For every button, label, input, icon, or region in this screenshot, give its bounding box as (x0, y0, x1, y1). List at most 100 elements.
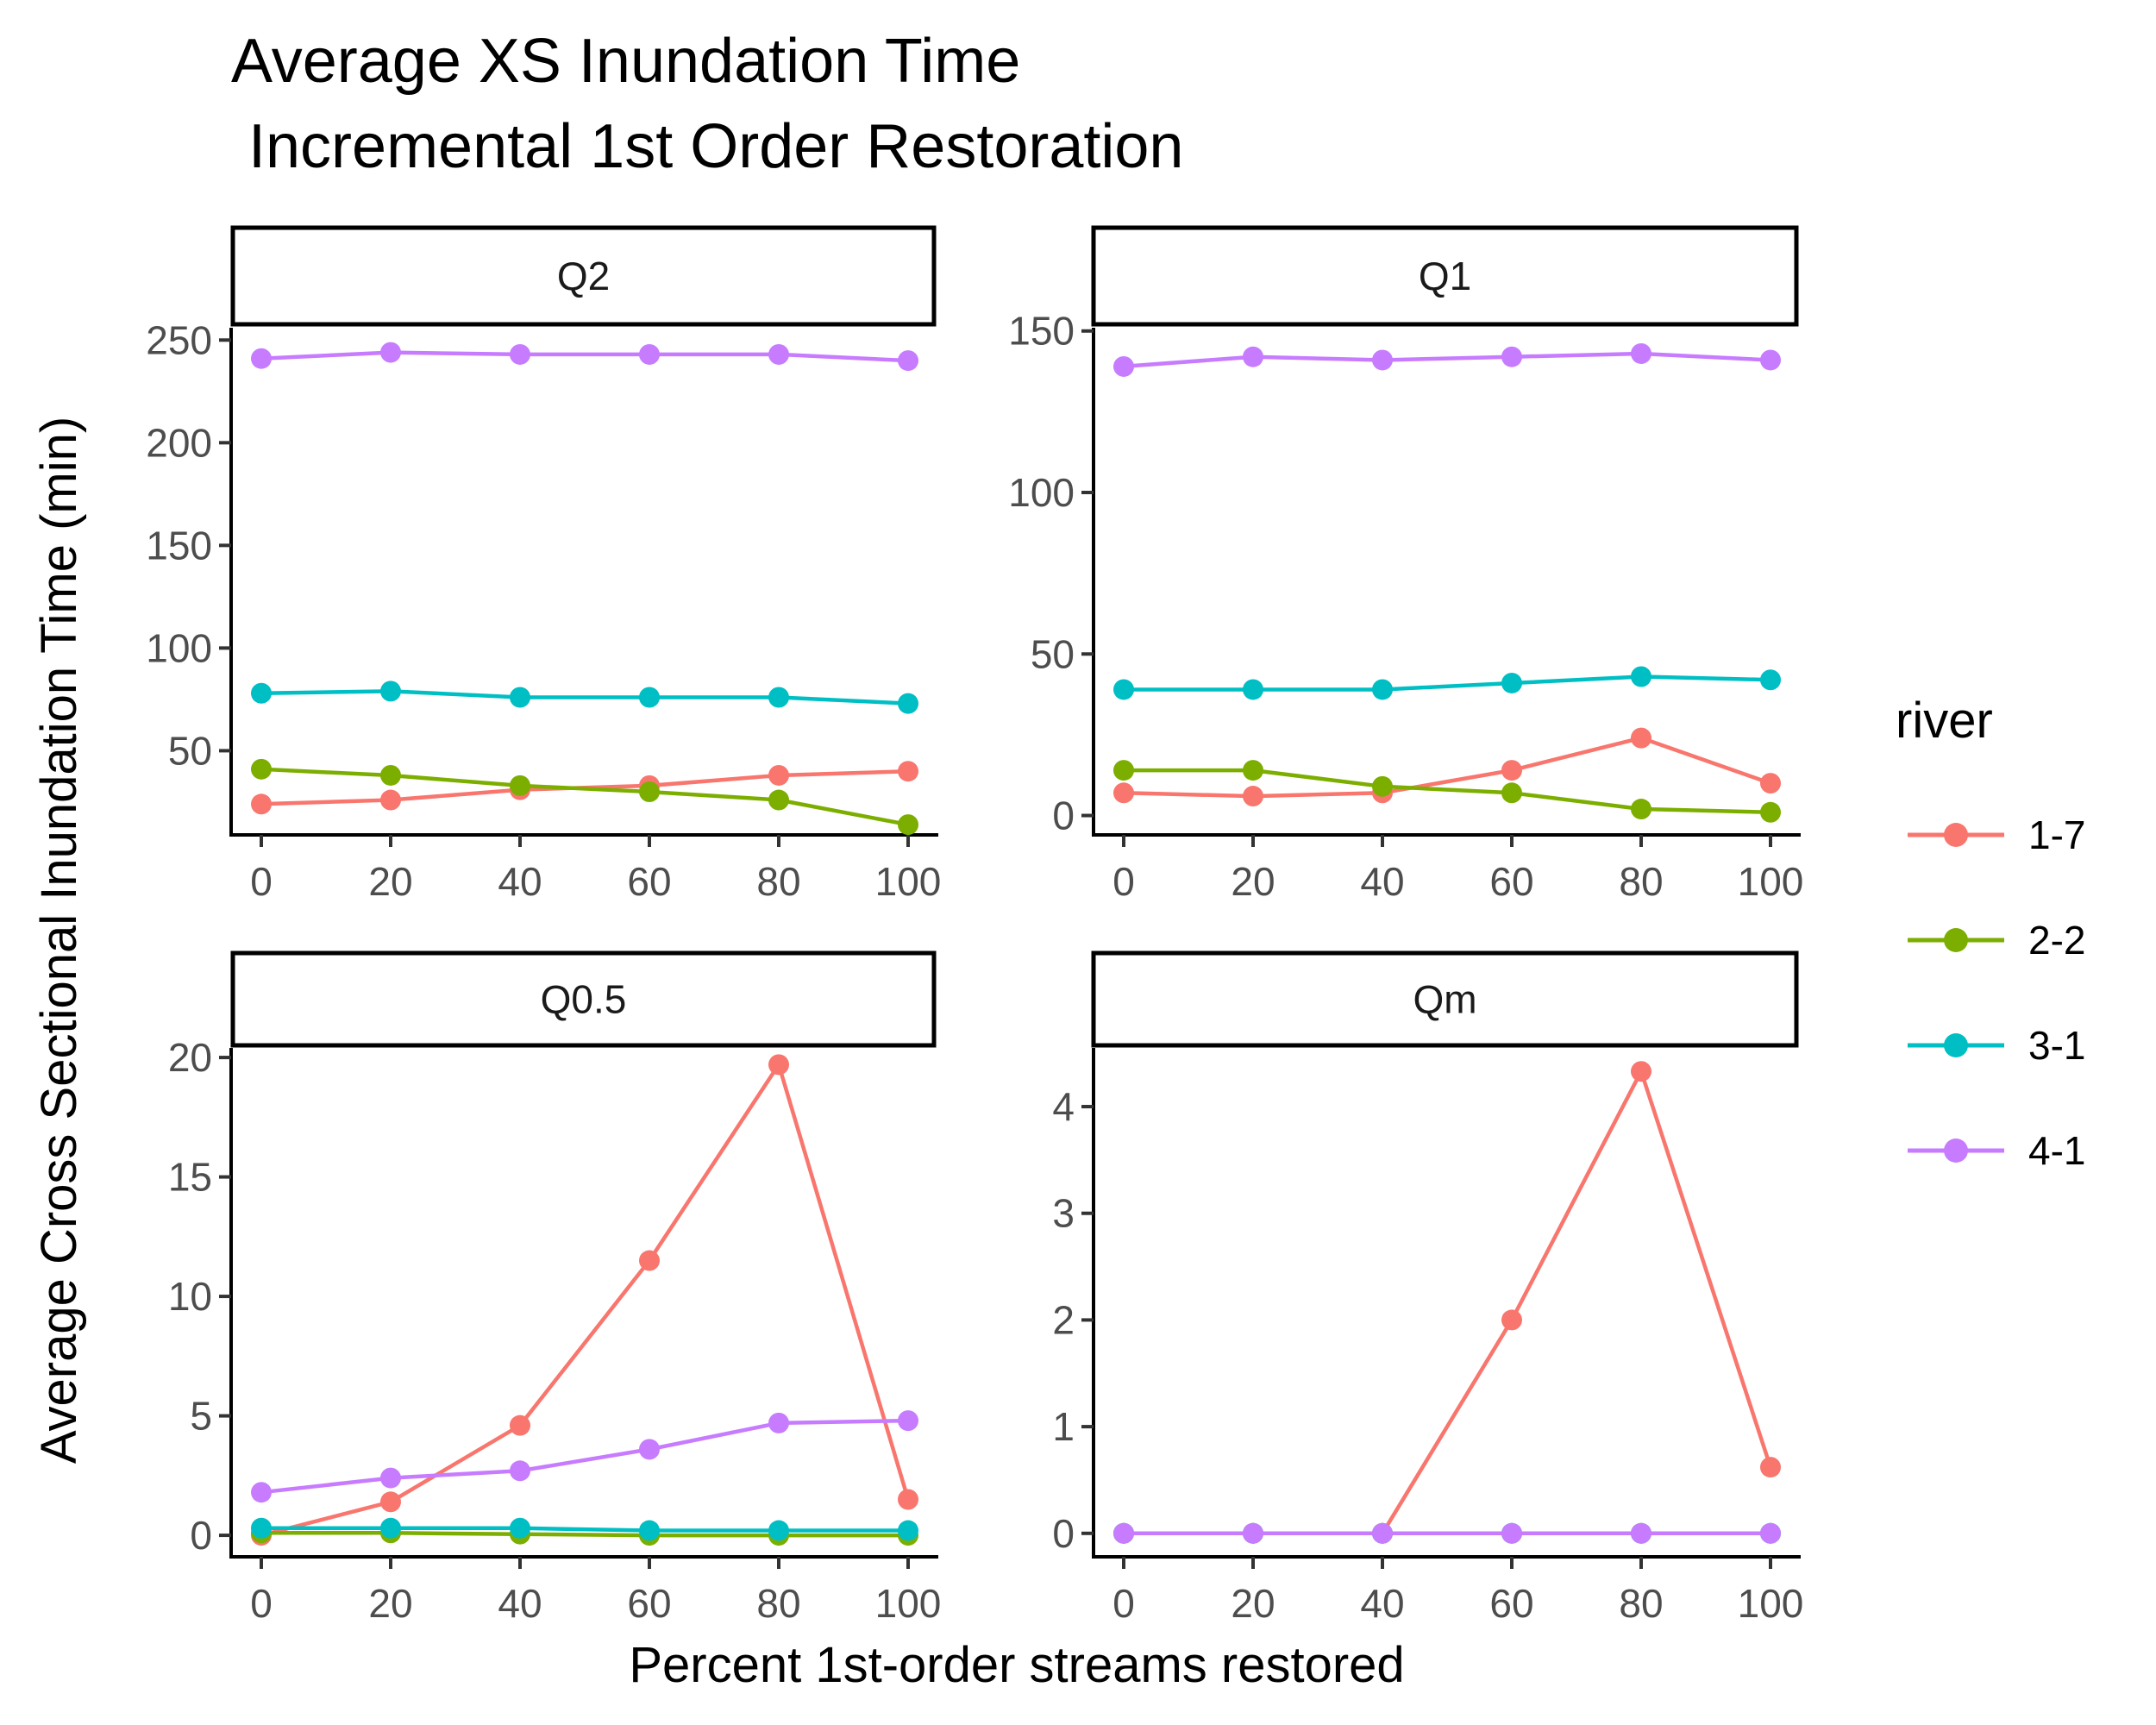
legend-label: 2-2 (2028, 918, 2085, 963)
series-line-1-7 (1124, 1069, 1773, 1536)
facet-strip-label: Q2 (557, 254, 610, 298)
facet-strip (230, 225, 937, 327)
data-point-4-1 (898, 350, 918, 372)
data-point-3-1 (251, 682, 272, 704)
facet-panel-Q1: Q1 0 50 100 150 0 20 40 60 80 100 (1008, 225, 1804, 904)
data-point-1-7 (380, 1491, 401, 1513)
data-point-4-1 (1501, 346, 1522, 367)
chart-title-line2: Incremental 1st Order Restoration (231, 112, 1183, 181)
series-line-3-1 (261, 1526, 908, 1533)
data-point-3-1 (1113, 679, 1134, 700)
data-point-4-1 (251, 348, 272, 369)
x-tick-label: 20 (1231, 1581, 1275, 1626)
series-line-1-7 (260, 1063, 911, 1538)
y-tick-label: 100 (1008, 470, 1075, 515)
data-point-3-1 (1760, 669, 1781, 691)
data-point-3-1 (768, 687, 789, 708)
data-point-4-1 (380, 342, 401, 363)
y-tick-label: 1 (1052, 1404, 1075, 1449)
facet-panel-Q0.5: Q0.5 0 5 10 15 20 0 20 40 60 80 100 (168, 950, 941, 1626)
data-point-2-2 (768, 789, 789, 811)
data-point-4-1 (1243, 346, 1263, 367)
data-point-1-7 (1243, 786, 1263, 807)
data-point-3-1 (1372, 679, 1393, 700)
data-point-3-1 (1501, 672, 1522, 693)
x-tick-label: 0 (250, 859, 273, 904)
legend-key-point (1944, 928, 1968, 952)
data-point-4-1 (510, 1460, 530, 1482)
data-point-3-1 (1631, 666, 1651, 687)
facet-strip-label: Q0.5 (541, 977, 627, 1022)
legend-label: 4-1 (2028, 1128, 2085, 1173)
x-tick-label: 0 (1112, 859, 1135, 904)
data-point-4-1 (768, 1412, 789, 1433)
y-tick-label: 150 (1008, 309, 1075, 354)
x-tick-label: 60 (627, 1581, 671, 1626)
legend-key-point (1944, 823, 1968, 847)
x-tick-label: 100 (1738, 859, 1804, 904)
x-tick-label: 20 (368, 1581, 412, 1626)
data-point-1-7 (1113, 782, 1134, 804)
legend-title: river (1896, 693, 1993, 749)
y-axis-label: Average Cross Sectional Inundation Time … (31, 417, 87, 1464)
data-point-1-7 (1631, 1061, 1651, 1082)
y-tick-label: 10 (168, 1274, 212, 1319)
x-tick-label: 0 (1112, 1581, 1135, 1626)
data-point-3-1 (898, 1520, 918, 1541)
data-point-3-1 (380, 1517, 401, 1539)
x-tick-label: 40 (1360, 859, 1404, 904)
y-tick-label: 50 (168, 728, 212, 773)
data-point-2-2 (380, 764, 401, 786)
data-point-4-1 (1243, 1522, 1263, 1544)
data-point-4-1 (1113, 1522, 1134, 1544)
data-point-3-1 (1243, 679, 1263, 700)
y-tick-label: 4 (1052, 1084, 1075, 1129)
facet-strip (1091, 950, 1799, 1048)
data-point-2-2 (898, 814, 918, 836)
y-tick-label: 150 (146, 523, 212, 568)
data-point-1-7 (251, 794, 272, 815)
y-tick-label: 250 (146, 317, 212, 362)
facet-strip (230, 950, 937, 1048)
y-tick-label: 15 (168, 1155, 212, 1200)
facet-strip (1091, 225, 1799, 327)
x-axis-label: Percent 1st-order streams restored (629, 1637, 1404, 1693)
x-tick-label: 40 (498, 1581, 542, 1626)
series-line-2-2 (1124, 768, 1771, 815)
data-point-3-1 (898, 693, 918, 714)
data-point-2-2 (1113, 760, 1134, 781)
legend-item-3-1: 3-1 (1908, 1023, 2085, 1068)
series-line-4-1 (1123, 351, 1771, 369)
data-point-3-1 (639, 1520, 660, 1541)
data-point-4-1 (1113, 355, 1134, 377)
legend-key-point (1944, 1033, 1968, 1057)
y-tick-label: 0 (1052, 794, 1075, 838)
data-point-4-1 (251, 1482, 272, 1503)
legend-item-1-7: 1-7 (1908, 812, 2085, 857)
data-point-1-7 (1501, 760, 1522, 781)
data-point-3-1 (768, 1520, 789, 1541)
chart-title-line1: Average XS Inundation Time (231, 27, 1020, 96)
data-point-1-7 (639, 1250, 660, 1271)
data-point-3-1 (510, 1517, 530, 1539)
series-line-2-2 (260, 767, 909, 827)
legend-label: 1-7 (2028, 812, 2085, 857)
data-point-3-1 (251, 1517, 272, 1539)
series-line-3-1 (1124, 674, 1771, 692)
data-point-2-2 (1243, 760, 1263, 781)
data-point-2-2 (1372, 775, 1393, 797)
data-point-3-1 (639, 687, 660, 708)
data-point-4-1 (1372, 1522, 1393, 1544)
x-tick-label: 60 (1489, 859, 1533, 904)
facet-strip-label: Q1 (1419, 254, 1471, 298)
legend-label: 3-1 (2028, 1023, 2085, 1068)
facet-strip-label: Qm (1413, 977, 1476, 1022)
series-line-1-7 (1123, 736, 1771, 799)
data-point-1-7 (768, 1054, 789, 1076)
data-point-1-7 (1760, 773, 1781, 794)
data-point-2-2 (510, 775, 530, 796)
x-tick-label: 20 (368, 859, 412, 904)
data-point-4-1 (1501, 1522, 1522, 1544)
